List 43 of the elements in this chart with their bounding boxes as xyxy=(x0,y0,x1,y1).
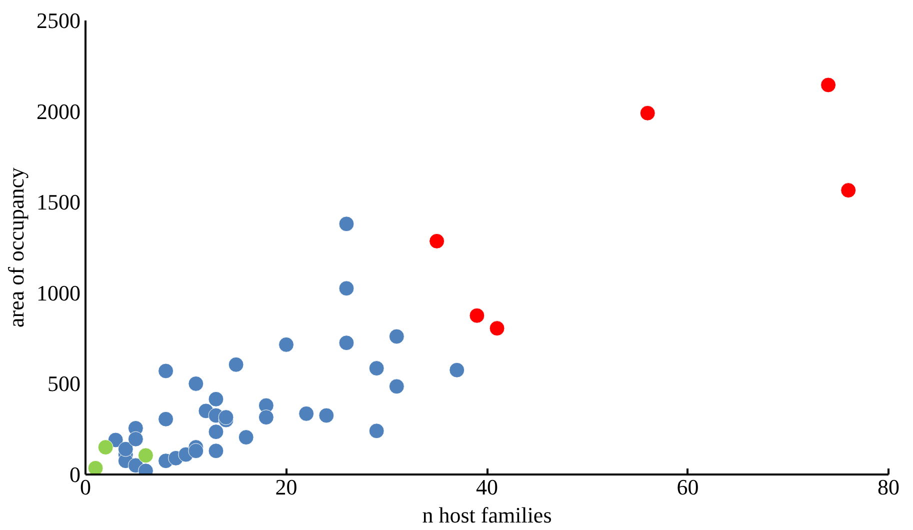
point xyxy=(640,105,656,121)
point xyxy=(298,406,314,422)
x-tick-label: 80 xyxy=(878,474,900,500)
point xyxy=(118,441,134,457)
point xyxy=(318,408,334,424)
point xyxy=(429,233,445,249)
point xyxy=(238,430,254,446)
point xyxy=(469,308,485,324)
point xyxy=(258,410,274,426)
point xyxy=(158,363,174,379)
point xyxy=(368,360,384,376)
x-tick-label: 20 xyxy=(275,474,298,500)
point xyxy=(449,362,465,378)
point xyxy=(338,216,354,232)
y-axis-title: area of occupancy xyxy=(4,167,28,328)
y-tick-label: 500 xyxy=(48,371,80,396)
y-tick-label: 1500 xyxy=(36,190,80,215)
point xyxy=(388,378,404,394)
point xyxy=(188,376,204,392)
point xyxy=(208,391,224,407)
point xyxy=(188,443,204,459)
point xyxy=(228,356,244,372)
point xyxy=(278,336,294,352)
point xyxy=(88,460,104,474)
point xyxy=(208,424,224,440)
point xyxy=(128,431,144,447)
x-tick-label: 40 xyxy=(476,474,498,500)
point xyxy=(388,328,404,344)
point xyxy=(158,411,174,427)
point xyxy=(820,77,836,93)
point xyxy=(98,440,114,455)
x-axis-title: n host families xyxy=(422,502,552,528)
y-tick-label: 2000 xyxy=(36,98,80,124)
y-tick-label: 2500 xyxy=(36,8,80,33)
point xyxy=(338,335,354,351)
point xyxy=(840,182,856,198)
point xyxy=(338,280,354,296)
y-tick-label: 1000 xyxy=(36,280,80,306)
point xyxy=(208,443,224,459)
point xyxy=(138,448,154,464)
x-tick-label: 60 xyxy=(676,474,699,500)
point xyxy=(489,320,505,336)
point xyxy=(368,423,384,439)
